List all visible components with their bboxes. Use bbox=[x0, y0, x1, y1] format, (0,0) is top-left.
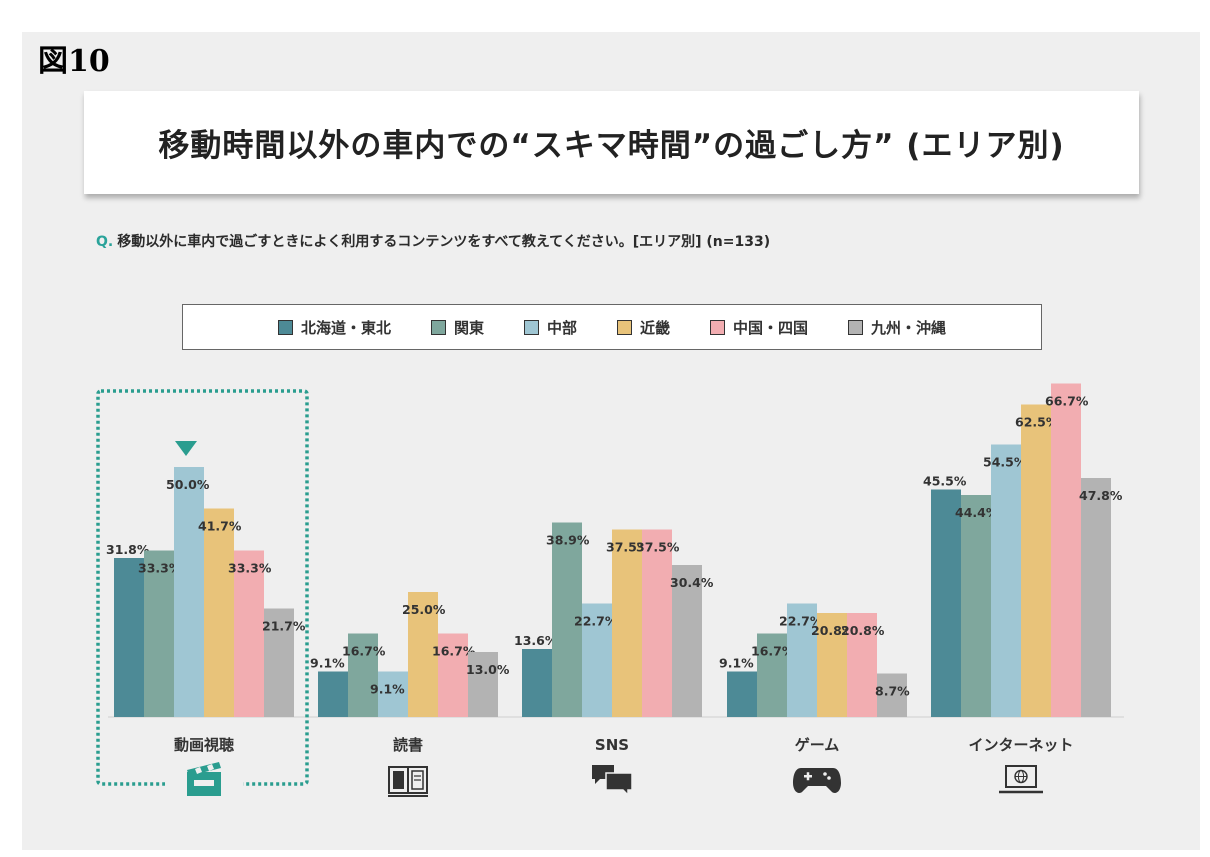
chat-bubbles-icon bbox=[592, 765, 633, 797]
data-label: 62.5% bbox=[1015, 415, 1059, 430]
data-label: 22.7% bbox=[779, 614, 823, 629]
data-label: 25.0% bbox=[402, 602, 446, 617]
legend-label: 近畿 bbox=[640, 318, 671, 337]
bar-北海道・東北-インターネット bbox=[931, 489, 961, 717]
legend-item: 関東 bbox=[430, 317, 484, 338]
legend-swatch bbox=[523, 319, 539, 335]
bar-近畿-読書 bbox=[408, 592, 438, 717]
bar-中国・四国-ゲーム bbox=[847, 613, 877, 717]
data-label: 9.1% bbox=[310, 656, 345, 671]
legend-swatch bbox=[277, 319, 293, 335]
data-label: 13.6% bbox=[514, 633, 558, 648]
legend-swatch bbox=[617, 319, 632, 335]
bar-北海道・東北-ゲーム bbox=[727, 671, 757, 717]
data-label: 45.5% bbox=[923, 474, 967, 489]
bar-中国・四国-SNS bbox=[642, 529, 672, 717]
data-label: 16.7% bbox=[751, 644, 795, 659]
bar-九州・沖縄-インターネット bbox=[1081, 478, 1111, 717]
bar-九州・沖縄-読書 bbox=[468, 652, 498, 717]
bar-九州・沖縄-SNS bbox=[672, 565, 702, 717]
data-label: 33.3% bbox=[138, 561, 182, 576]
bar-関東-インターネット bbox=[961, 495, 991, 717]
legend-label: 中国・四国 bbox=[733, 318, 809, 337]
bar-近畿-ゲーム bbox=[817, 613, 847, 717]
bar-中部-ゲーム bbox=[787, 603, 817, 717]
survey-question: Q. 移動以外に車内で過ごすときによく利用するコンテンツをすべて教えてください。[… bbox=[96, 231, 770, 251]
bar-近畿-SNS bbox=[612, 529, 642, 717]
legend-label: 中部 bbox=[546, 318, 577, 337]
question-text: 移動以外に車内で過ごすときによく利用するコンテンツをすべて教えてください。[エリ… bbox=[117, 234, 771, 250]
bar-関東-動画視聴 bbox=[144, 550, 174, 717]
chart-title: 移動時間以外の車内での“スキマ時間”の過ごし方” (エリア別) bbox=[158, 128, 1065, 164]
bar-中国・四国-読書 bbox=[438, 633, 468, 717]
figure-label: 図10 bbox=[38, 44, 110, 79]
gamepad-icon bbox=[793, 768, 841, 793]
data-label: 20.8% bbox=[811, 623, 855, 638]
bar-中国・四国-インターネット bbox=[1051, 383, 1081, 717]
legend-item: 中部 bbox=[523, 317, 577, 338]
clapperboard-icon bbox=[187, 762, 221, 796]
bar-中国・四国-動画視聴 bbox=[234, 550, 264, 717]
data-label: 66.7% bbox=[1045, 394, 1089, 409]
data-label: 47.8% bbox=[1079, 488, 1123, 503]
data-label: 16.7% bbox=[432, 644, 476, 659]
bar-関東-読書 bbox=[348, 633, 378, 717]
data-label: 50.0% bbox=[166, 477, 210, 492]
bar-関東-SNS bbox=[552, 522, 582, 717]
bar-九州・沖縄-ゲーム bbox=[877, 673, 907, 717]
data-label: 13.0% bbox=[466, 662, 510, 677]
data-label: 41.7% bbox=[198, 519, 242, 534]
category-label: SNS bbox=[595, 736, 629, 754]
bar-中部-インターネット bbox=[991, 444, 1021, 717]
data-label: 8.7% bbox=[875, 684, 910, 699]
title-box: 移動時間以外の車内での“スキマ時間”の過ごし方” (エリア別) bbox=[84, 91, 1139, 194]
data-label: 30.4% bbox=[670, 575, 714, 590]
legend: 北海道・東北 関東 中部 近畿 中国・四国 九州・沖縄 bbox=[182, 304, 1042, 350]
bar-北海道・東北-読書 bbox=[318, 671, 348, 717]
data-label: 38.9% bbox=[546, 533, 590, 548]
bar-中部-読書 bbox=[378, 671, 408, 717]
legend-swatch bbox=[710, 319, 726, 335]
legend-swatch bbox=[430, 319, 446, 335]
bar-九州・沖縄-動画視聴 bbox=[264, 608, 294, 717]
question-prefix: Q. bbox=[96, 234, 114, 250]
data-label: 20.8% bbox=[841, 623, 885, 638]
legend-item: 近畿 bbox=[617, 317, 670, 338]
legend-label: 北海道・東北 bbox=[300, 318, 391, 337]
highlight-category-label: 動画視聴 bbox=[174, 736, 234, 754]
legend-label: 関東 bbox=[453, 318, 484, 337]
data-label: 22.7% bbox=[574, 614, 618, 629]
bar-中部-動画視聴 bbox=[174, 467, 204, 717]
data-label: 33.3% bbox=[228, 561, 272, 576]
bar-近畿-インターネット bbox=[1021, 404, 1051, 717]
data-label: 37.5% bbox=[606, 540, 650, 555]
data-label: 21.7% bbox=[262, 619, 306, 634]
data-label: 44.4% bbox=[955, 505, 999, 520]
category-label: ゲーム bbox=[795, 736, 840, 754]
data-label: 9.1% bbox=[370, 682, 405, 697]
data-label: 37.5% bbox=[636, 540, 680, 555]
legend-label: 九州・沖縄 bbox=[871, 318, 947, 337]
bar-北海道・東北-動画視聴 bbox=[114, 558, 144, 717]
data-label: 54.5% bbox=[983, 455, 1027, 470]
data-label: 31.8% bbox=[106, 542, 150, 557]
category-label: 読書 bbox=[393, 736, 423, 754]
data-label: 9.1% bbox=[719, 656, 754, 671]
bar-関東-ゲーム bbox=[757, 633, 787, 717]
legend-swatch bbox=[848, 319, 864, 335]
highlight-arrow-icon bbox=[175, 441, 197, 456]
data-label: 16.7% bbox=[342, 644, 386, 659]
bar-北海道・東北-SNS bbox=[522, 649, 552, 717]
bar-中部-SNS bbox=[582, 603, 612, 717]
laptop-globe-icon bbox=[999, 765, 1043, 794]
legend-item: 北海道・東北 bbox=[277, 317, 391, 338]
category-label: インターネット bbox=[968, 736, 1073, 754]
book-icon bbox=[388, 766, 428, 797]
legend-item: 九州・沖縄 bbox=[848, 317, 946, 338]
bar-近畿-動画視聴 bbox=[204, 508, 234, 717]
legend-item: 中国・四国 bbox=[710, 317, 808, 338]
